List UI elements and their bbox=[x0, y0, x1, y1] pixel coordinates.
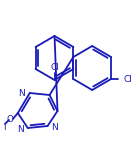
Text: N: N bbox=[18, 88, 25, 97]
Text: Cl: Cl bbox=[50, 64, 59, 72]
Text: I: I bbox=[3, 124, 5, 133]
Text: Cl: Cl bbox=[124, 75, 133, 84]
Text: N: N bbox=[17, 125, 24, 134]
Text: N: N bbox=[52, 124, 58, 133]
Text: O: O bbox=[6, 115, 13, 124]
